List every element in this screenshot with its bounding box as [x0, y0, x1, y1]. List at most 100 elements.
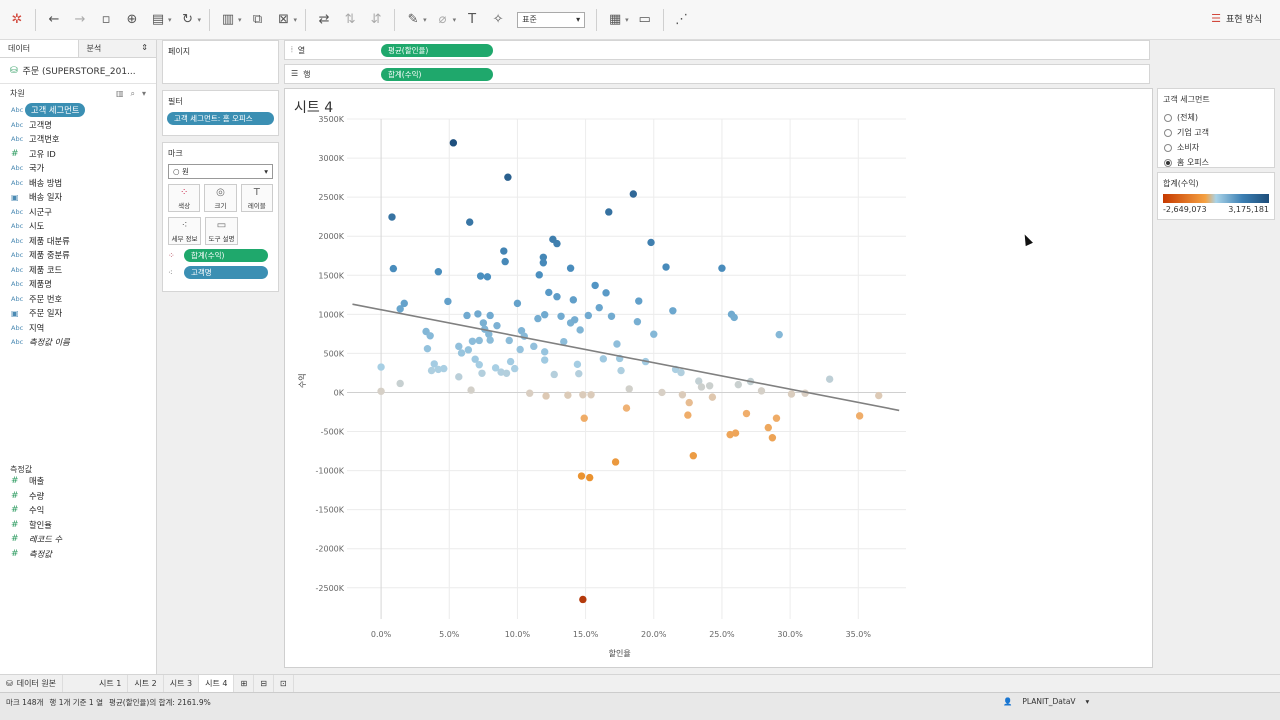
search-icon[interactable]: ⌕	[130, 88, 135, 98]
new-sheet-icon[interactable]: ⊞	[234, 674, 255, 693]
back-icon[interactable]: ←	[48, 12, 60, 27]
data-point	[605, 208, 613, 216]
swap-rows-columns-icon[interactable]: ⇄	[318, 12, 330, 27]
dimension-field[interactable]: Abc 주문 번호	[0, 292, 156, 307]
new-worksheet-icon[interactable]: ▥	[221, 12, 235, 27]
y-tick-label: 0K	[334, 388, 345, 397]
show-labels-icon[interactable]: T	[468, 12, 477, 27]
view-toggle-icon[interactable]: ▥	[115, 88, 124, 98]
data-point	[705, 382, 714, 390]
segment-option[interactable]: 기업 고객	[1158, 125, 1274, 140]
rows-pill[interactable]: 합계(수익)	[381, 67, 493, 81]
filters-card[interactable]: 필터 고객 세그먼트: 홈 오피스	[162, 90, 279, 136]
data-point	[577, 472, 586, 480]
duplicate-sheet-icon[interactable]: ⧉	[252, 12, 263, 27]
dimension-field[interactable]: Abc 시도	[0, 219, 156, 234]
detail-pill[interactable]: 고객명	[184, 266, 268, 279]
chevron-down-icon[interactable]: ▾	[141, 88, 146, 98]
columns-shelf[interactable]: ⦙ 열 평균(할인율)	[284, 40, 1150, 60]
datasource-icon: ⛁	[6, 679, 13, 688]
measure-field[interactable]: # 수량	[0, 489, 157, 504]
dimension-field[interactable]: # 고유 ID	[0, 147, 156, 162]
sort-descending-icon[interactable]: ⇵	[370, 12, 382, 27]
mark-type-select[interactable]: ○ 원 ▾	[168, 164, 273, 179]
user-menu[interactable]: 👤 PLANIT_DataV ▾	[1003, 697, 1090, 706]
highlight-icon[interactable]: ✎	[407, 12, 419, 27]
field-label: 측정값	[29, 548, 52, 559]
data-point	[695, 377, 703, 385]
new-story-icon[interactable]: ⊡	[274, 674, 294, 693]
dimension-field[interactable]: Abc 제품 대분류	[0, 234, 156, 249]
sheet-tab[interactable]: 시트 3	[164, 674, 200, 693]
segment-option[interactable]: (전체)	[1158, 110, 1274, 125]
data-point	[535, 271, 543, 279]
dimension-field[interactable]: Abc 배송 방법	[0, 176, 156, 191]
refresh-icon[interactable]: ↻	[182, 12, 193, 27]
clear-sheet-icon[interactable]: ⊠	[278, 12, 289, 27]
group-icon[interactable]: ⌀	[438, 12, 447, 27]
scatter-chart[interactable]: 3500K 3000K 2500K 2000K 1500K 1000K 500K 0K -500…	[285, 89, 1154, 669]
forward-icon[interactable]: →	[74, 12, 86, 27]
sort-ascending-icon[interactable]: ⇅	[344, 12, 356, 27]
measure-field[interactable]: # 수익	[0, 503, 157, 518]
dimension-field[interactable]: Abc 고객명	[0, 118, 156, 133]
show-cards-icon[interactable]: ▦	[608, 12, 622, 27]
dimension-field[interactable]: ▣ 배송 일자	[0, 190, 156, 205]
size-button[interactable]: ◎ 크기	[204, 184, 237, 212]
pause-update-icon[interactable]: ▤	[151, 12, 165, 27]
sheet-tab[interactable]: 시트 2	[128, 674, 164, 693]
new-dashboard-icon[interactable]: ⊟	[254, 674, 274, 693]
data-point	[617, 366, 625, 375]
datasource-item[interactable]: ⛁ 주문 (SUPERSTORE_201...	[0, 58, 156, 84]
sheet-title[interactable]: 시트 4	[294, 100, 334, 116]
pages-card[interactable]: 페이지	[162, 40, 279, 84]
tableau-logo-icon[interactable]: ✲	[11, 12, 23, 27]
measure-field[interactable]: # 레코드 수	[0, 532, 157, 547]
dimension-field[interactable]: Abc 제품 중분류	[0, 248, 156, 263]
rows-shelf[interactable]: ☰ 행 합계(수익)	[284, 64, 1150, 84]
tab-datasource[interactable]: ⛁ 데이터 원본	[0, 674, 64, 693]
label-button[interactable]: T 레이블	[240, 184, 273, 212]
measure-list: # 매출 # 수량 # 수익 # 할인율 # 레코드 수 # 측정값	[0, 474, 157, 561]
dimension-field[interactable]: Abc 지역	[0, 321, 156, 336]
pin-axes-icon[interactable]: ✧	[492, 12, 504, 27]
tooltip-button[interactable]: ▭ 도구 설명	[205, 217, 238, 245]
sheet-tab[interactable]: 시트 1	[93, 674, 129, 693]
measure-field[interactable]: # 할인율	[0, 518, 157, 533]
segment-option[interactable]: 소비자	[1158, 140, 1274, 155]
fit-select[interactable]: 표준 ▾	[517, 11, 586, 28]
data-point	[501, 257, 509, 266]
dimension-field[interactable]: Abc 고객번호	[0, 132, 156, 147]
user-icon: 👤	[1003, 697, 1013, 706]
columns-pill[interactable]: 평균(할인율)	[381, 43, 493, 57]
detail-button[interactable]: ⁖ 세부 정보	[168, 217, 201, 245]
dimension-field[interactable]: Abc 국가	[0, 161, 156, 176]
dimension-field[interactable]: Abc 고객 세그먼트	[0, 103, 156, 118]
dimension-field[interactable]: ▣ 주문 일자	[0, 306, 156, 321]
data-point	[513, 299, 522, 308]
dimension-field[interactable]: Abc 시군구	[0, 205, 156, 220]
x-tick-label: 10.0%	[505, 630, 531, 639]
color-pill[interactable]: 합계(수익)	[184, 249, 268, 262]
field-label: 수익	[29, 505, 45, 516]
measure-field[interactable]: # 측정값	[0, 547, 157, 562]
data-point	[825, 375, 834, 383]
data-point	[476, 272, 485, 280]
filter-pill[interactable]: 고객 세그먼트: 홈 오피스	[167, 112, 274, 125]
tab-data[interactable]: 데이터	[0, 40, 79, 57]
number-type-icon: #	[11, 476, 19, 487]
save-icon[interactable]: ▫	[101, 12, 111, 27]
dimension-field[interactable]: Abc 제품명	[0, 277, 156, 292]
measure-field[interactable]: # 매출	[0, 474, 157, 489]
color-button[interactable]: ⁘ 색상	[168, 184, 201, 212]
segment-option[interactable]: 홈 오피스	[1158, 155, 1274, 170]
dimension-field[interactable]: Abc 측정값 이름	[0, 335, 156, 350]
new-datasource-icon[interactable]: ⊕	[126, 12, 138, 27]
show-me-button[interactable]: ☰ 표현 방식	[1211, 12, 1262, 25]
data-point	[427, 366, 436, 375]
share-icon[interactable]: ⋰	[675, 12, 689, 27]
presentation-mode-icon[interactable]: ▭	[638, 12, 651, 27]
dimension-field[interactable]: Abc 제품 코드	[0, 263, 156, 278]
sheet-tab[interactable]: 시트 4	[199, 674, 235, 693]
tab-analysis[interactable]: 분석 ⇕	[78, 40, 156, 57]
